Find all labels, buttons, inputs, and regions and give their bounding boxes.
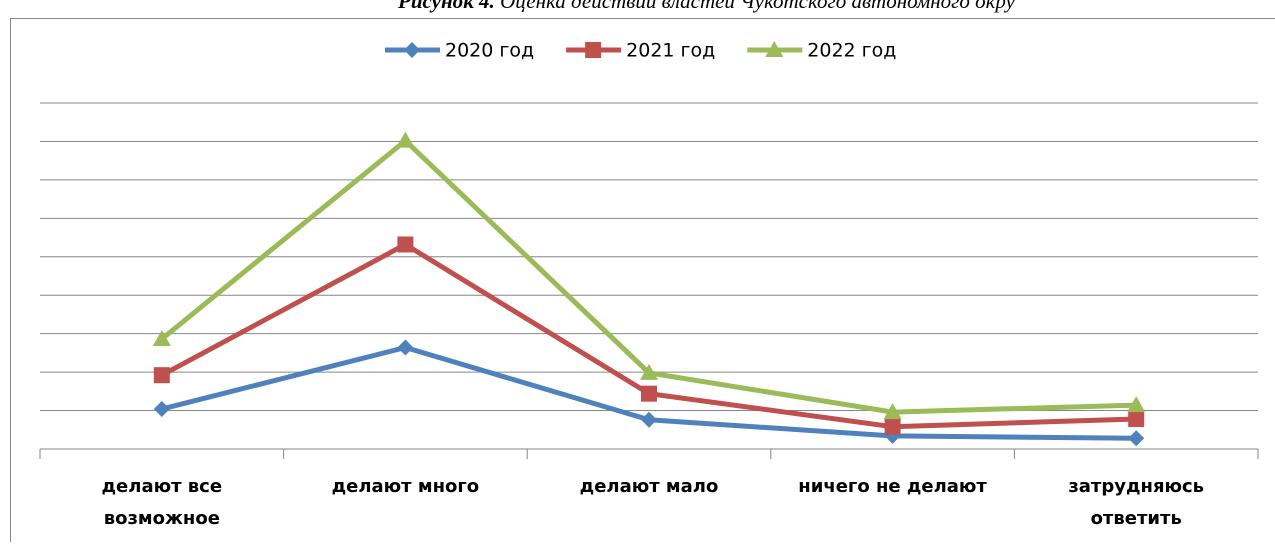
caption-label: Рисунок 4.	[397, 0, 495, 13]
point	[397, 340, 413, 356]
x-tick-label: делают все возможное	[102, 476, 223, 529]
point	[396, 132, 414, 148]
x-tick-label: делают много	[332, 476, 480, 497]
x-tick-label: делают мало	[580, 476, 719, 497]
legend-label: 2022 год	[807, 40, 896, 62]
point	[397, 236, 413, 252]
x-tick-label: затрудняюсь ответить	[1068, 476, 1204, 529]
caption-text: Оценка действий властей Чукотского автон…	[500, 0, 1016, 13]
label-line: затрудняюсь	[1068, 476, 1204, 497]
point	[641, 386, 657, 402]
legend-label: 2021 год	[626, 40, 715, 62]
chart-frame	[11, 19, 1275, 543]
point	[1128, 430, 1144, 446]
caption: Рисунок 4. Оценка действий властей Чукот…	[397, 0, 1016, 13]
legend-marker	[585, 42, 601, 58]
legend-marker	[404, 42, 420, 58]
label-line: ответить	[1091, 508, 1182, 529]
point	[641, 412, 657, 428]
point	[154, 401, 170, 417]
x-tick-label: ничего не делают	[798, 476, 987, 497]
point	[154, 367, 170, 383]
point	[1128, 411, 1144, 427]
point	[885, 419, 901, 435]
label-line: делают все	[102, 476, 223, 497]
label-line: возможное	[104, 508, 220, 529]
legend-label: 2020 год	[445, 40, 534, 62]
